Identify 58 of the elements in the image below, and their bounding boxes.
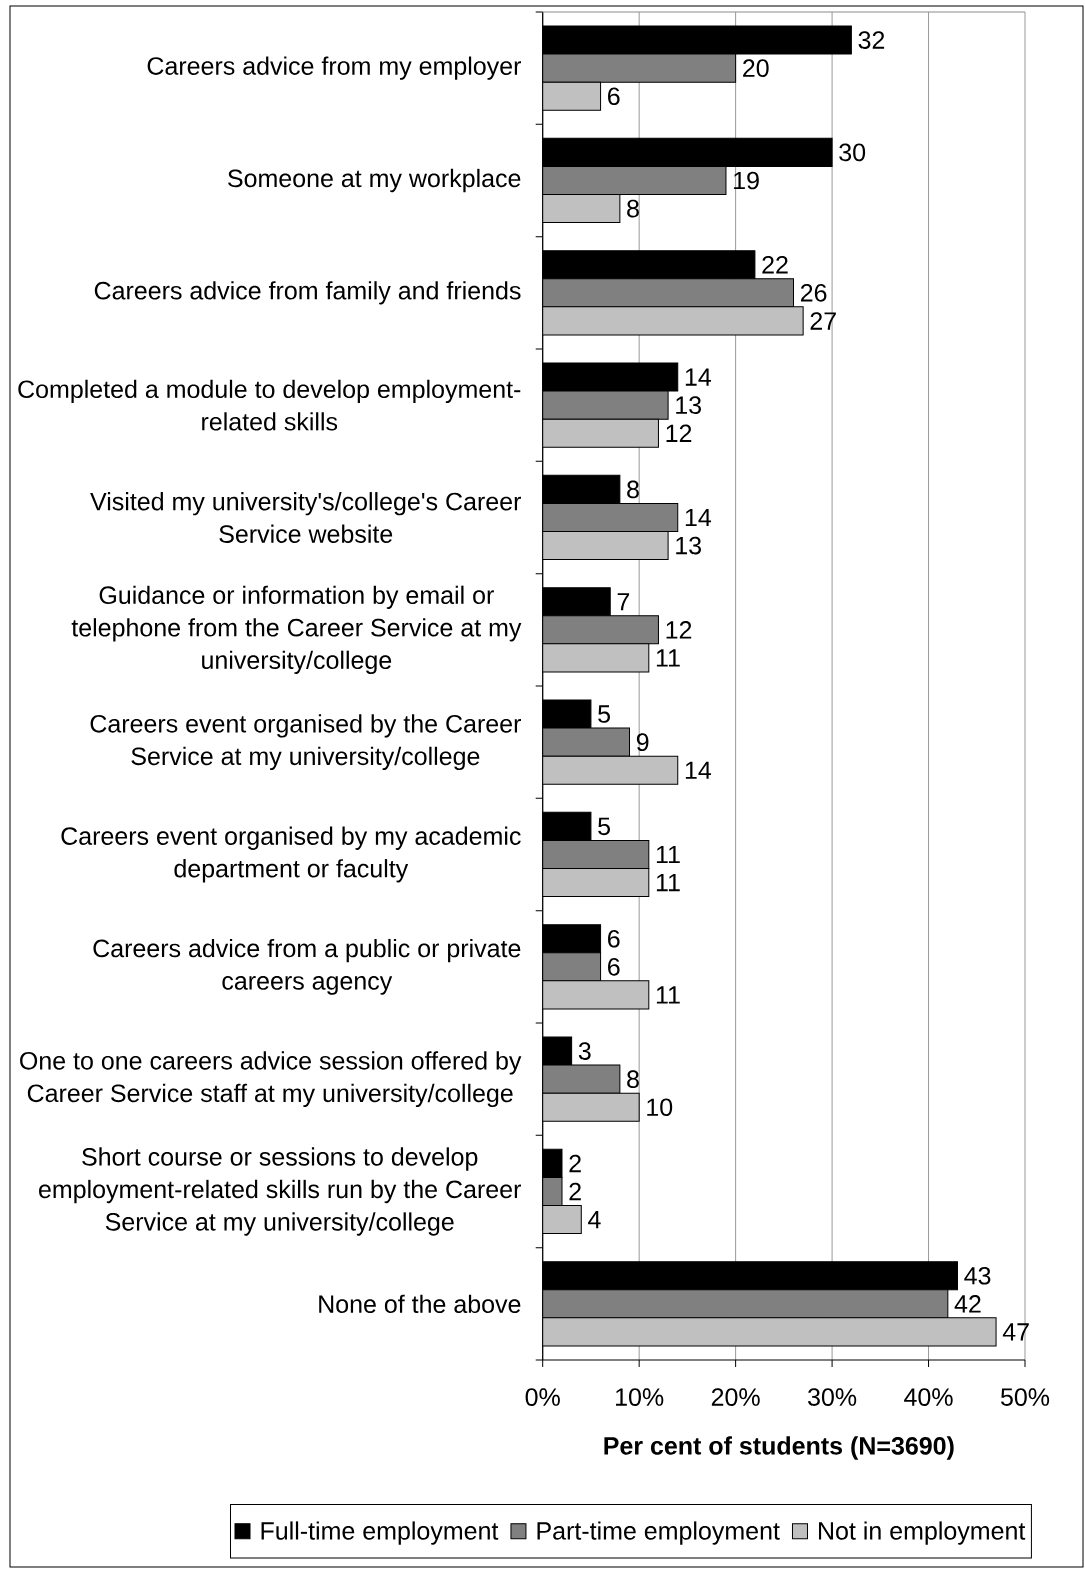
x-axis-title: Per cent of students (N=3690) <box>604 1436 954 1460</box>
data-label: 11 <box>656 845 680 864</box>
data-label: 30 <box>839 143 866 162</box>
data-label: 9 <box>636 733 649 752</box>
data-label: 6 <box>608 929 620 948</box>
data-label: 2 <box>569 1154 581 1173</box>
data-label: 32 <box>858 31 885 49</box>
y-tick-label: Careers advice from a public or private careers agency <box>93 938 521 995</box>
data-label: 8 <box>627 199 639 218</box>
y-tick-label: Careers event organised by my academic department or faculty <box>61 826 521 883</box>
legend-label: Part-time employment <box>537 1521 780 1545</box>
data-label: 13 <box>676 536 701 555</box>
data-label: 11 <box>656 649 680 667</box>
data-label: 19 <box>734 171 759 190</box>
data-label: 14 <box>685 368 712 386</box>
x-tick-label: 20% <box>711 1388 760 1406</box>
y-tick-label: Short course or sessions to develop employment-related skills run by the Career Service at my university/college <box>39 1147 521 1236</box>
data-label: 10 <box>647 1098 673 1117</box>
data-label: 22 <box>762 256 788 274</box>
x-tick-label: 30% <box>808 1388 857 1406</box>
y-tick-label: None of the above <box>319 1294 521 1314</box>
y-tick-label: Completed a module to develop employment-related skills <box>18 379 521 431</box>
x-tick-label: 0% <box>525 1388 560 1406</box>
data-label: 12 <box>666 424 692 442</box>
data-label: 7 <box>617 593 630 611</box>
y-tick-label: Careers event organised by the Career Service at my university/college <box>90 714 521 771</box>
data-label: 27 <box>810 312 836 330</box>
x-tick-label: 10% <box>616 1388 664 1406</box>
data-label: 8 <box>627 1070 639 1089</box>
data-label: 11 <box>656 873 680 892</box>
data-label: 20 <box>743 59 769 78</box>
data-label: 2 <box>569 1182 581 1201</box>
y-tick-label: Careers advice from family and friends <box>94 281 521 305</box>
y-tick-label: Visited my university's/college's Career Service website <box>90 492 521 543</box>
data-label: 6 <box>608 957 620 976</box>
y-tick-label: Someone at my workplace <box>228 168 521 193</box>
data-label: 6 <box>608 87 620 106</box>
data-label: 5 <box>598 705 610 723</box>
data-label: 14 <box>685 761 712 779</box>
data-label: 47 <box>1002 1323 1029 1341</box>
y-tick-label: Guidance or information by email or telephone from the Career Service at my university/college <box>71 585 522 674</box>
y-tick-label: Careers advice from my employer <box>147 56 522 80</box>
data-label: 13 <box>676 396 701 415</box>
data-label: 12 <box>666 621 692 639</box>
data-label: 11 <box>656 986 680 1004</box>
data-label: 4 <box>588 1210 601 1229</box>
data-label: 8 <box>627 480 639 499</box>
x-tick-label: 50% <box>1000 1388 1050 1406</box>
legend-label: Not in employment <box>819 1521 1026 1545</box>
data-label: 3 <box>578 1042 591 1060</box>
data-label: 5 <box>598 817 610 836</box>
data-label: 42 <box>954 1295 981 1313</box>
data-label: 14 <box>685 508 712 527</box>
data-label: 43 <box>964 1266 991 1285</box>
legend-label: Full-time employment <box>261 1521 499 1545</box>
y-tick-label: One to one careers advice session offered by Career Service staff at my university/college <box>20 1051 522 1108</box>
x-tick-label: 40% <box>904 1388 953 1406</box>
data-label: 26 <box>800 283 827 302</box>
